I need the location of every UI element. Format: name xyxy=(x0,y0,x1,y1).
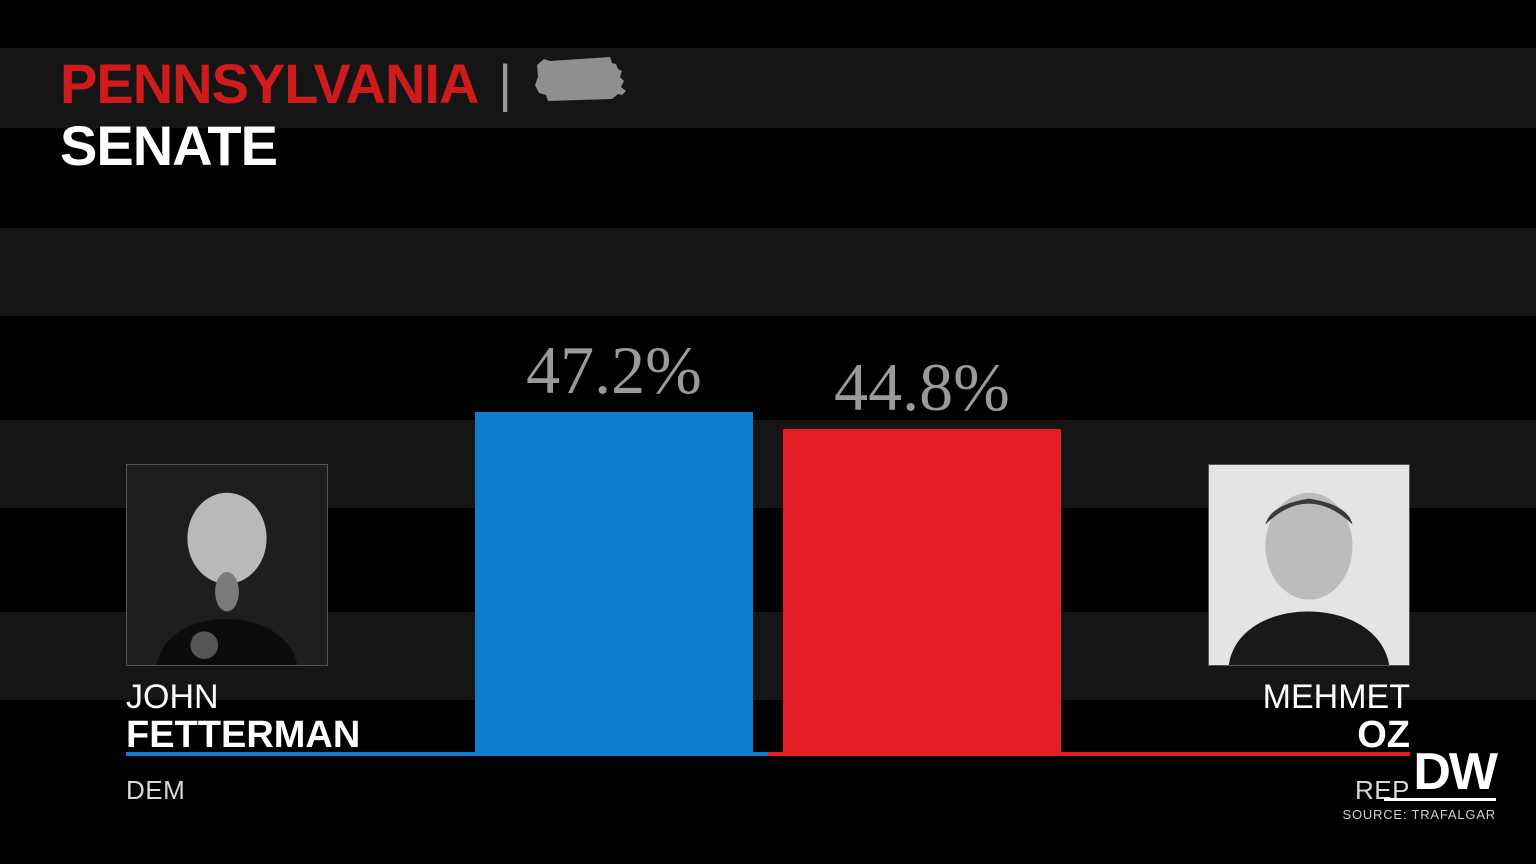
party-row: DEM REP xyxy=(126,775,1410,806)
bar xyxy=(475,412,753,752)
election-graphic: PENNSYLVANIA | SENATE JOHN xyxy=(0,0,1536,864)
divider-pipe: | xyxy=(498,58,512,110)
bar-left: 47.2% xyxy=(475,336,753,752)
bar-value-label: 47.2% xyxy=(526,336,702,404)
brand-block: DW SOURCE: TRAFALGAR xyxy=(1342,749,1496,822)
bar-value-label: 44.8% xyxy=(834,353,1010,421)
bar-right: 44.8% xyxy=(783,353,1061,752)
race-name: SENATE xyxy=(60,118,630,174)
header: PENNSYLVANIA | SENATE xyxy=(60,56,630,174)
logo-dw: DW xyxy=(1342,749,1496,796)
source-label: SOURCE: TRAFALGAR xyxy=(1342,807,1496,822)
poll-chart: JOHN FETTERMAN MEHMET OZ 47.2% xyxy=(0,286,1536,756)
bar xyxy=(783,429,1061,752)
baseline xyxy=(126,752,1410,756)
state-shape-icon xyxy=(532,51,630,112)
party-label-left: DEM xyxy=(126,775,185,806)
bars: 47.2% 44.8% xyxy=(0,336,1536,752)
state-line: PENNSYLVANIA | xyxy=(60,56,630,112)
state-name: PENNSYLVANIA xyxy=(60,56,478,112)
